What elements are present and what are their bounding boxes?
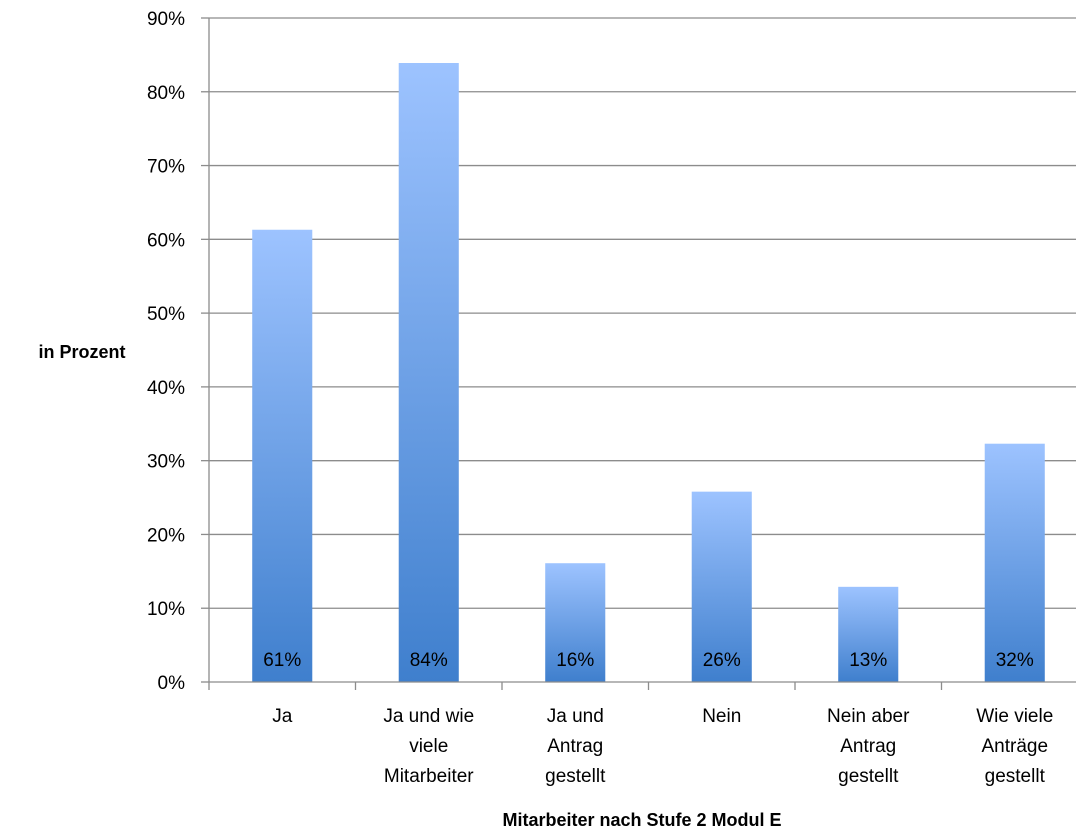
x-category-label: gestellt bbox=[985, 766, 1046, 787]
bar bbox=[545, 563, 606, 682]
x-category-label: Antrag bbox=[840, 736, 896, 757]
x-axis-category-labels: Ja Ja und wie viele Mitarbeiter Ja und Antrag… bbox=[272, 706, 1053, 787]
data-label: 13% bbox=[849, 650, 887, 671]
data-label: 16% bbox=[556, 650, 594, 671]
bar bbox=[252, 229, 313, 682]
x-category-label: gestellt bbox=[545, 766, 606, 787]
x-category-label: Ja und wie bbox=[383, 706, 474, 727]
x-category-label: Ja bbox=[272, 706, 293, 727]
x-category-label: Nein aber bbox=[827, 706, 910, 727]
y-tick-label: 50% bbox=[147, 304, 185, 325]
y-tick-label: 0% bbox=[158, 673, 186, 694]
data-label: 32% bbox=[996, 650, 1034, 671]
y-tick-label: 60% bbox=[147, 230, 185, 251]
bar bbox=[838, 586, 899, 682]
data-label: 26% bbox=[703, 650, 741, 671]
axes bbox=[208, 18, 1076, 690]
bar bbox=[691, 491, 752, 682]
x-category-label: Wie viele bbox=[976, 706, 1053, 727]
data-label: 84% bbox=[410, 650, 448, 671]
x-category-label: viele bbox=[409, 736, 448, 757]
x-category-label: Antrag bbox=[547, 736, 603, 757]
bar bbox=[984, 443, 1045, 682]
data-label: 61% bbox=[263, 650, 301, 671]
y-axis-ticks: 0% 10% 20% 30% 40% 50% 60% 70% 80% 90% bbox=[147, 9, 209, 694]
x-category-label: Nein bbox=[702, 706, 741, 727]
x-axis-title: Mitarbeiter nach Stufe 2 Modul E bbox=[502, 810, 781, 830]
bars: 61% 84% 16% 26% 13% 32% bbox=[252, 63, 1045, 682]
y-tick-label: 10% bbox=[147, 599, 185, 620]
x-category-label: gestellt bbox=[838, 766, 899, 787]
x-category-label: Ja und bbox=[547, 706, 604, 727]
gridlines bbox=[209, 17, 1076, 609]
y-tick-label: 40% bbox=[147, 378, 185, 399]
y-tick-label: 70% bbox=[147, 157, 185, 178]
y-tick-label: 20% bbox=[147, 525, 185, 546]
y-axis-title: in Prozent bbox=[38, 342, 125, 362]
y-tick-label: 80% bbox=[147, 83, 185, 104]
y-tick-label: 90% bbox=[147, 9, 185, 30]
x-category-label: Anträge bbox=[981, 736, 1048, 757]
y-tick-label: 30% bbox=[147, 452, 185, 473]
x-category-label: Mitarbeiter bbox=[384, 766, 474, 787]
bar bbox=[398, 63, 459, 682]
